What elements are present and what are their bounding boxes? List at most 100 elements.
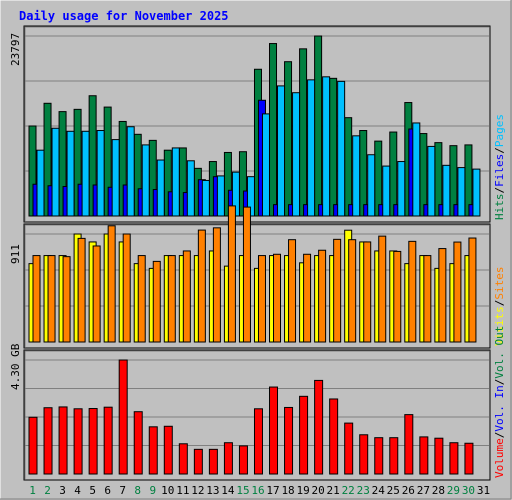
bar-volume-day-21 [329,398,339,475]
x-tick-label-day-2: 2 [44,484,51,497]
max-value-label-hits: 23797 [9,33,22,66]
bar-sites-day-18 [288,239,297,343]
bar-volume-day-2 [43,407,53,475]
x-tick-label-day-23: 23 [357,484,370,497]
bar-volume-day-3 [58,406,68,475]
bar-hits-day-17 [269,43,278,217]
max-value-label-volume: 4.30 GB [9,343,22,390]
legend-entry-visits: Visits [493,306,506,346]
bar-pages-day-29 [457,167,466,217]
bar-pages-day-8 [141,144,150,217]
x-tick-label-day-13: 13 [206,484,219,497]
bar-hits-day-27 [419,133,428,217]
panel-visits: 911 Visits/Sites [9,205,506,349]
legend-separator: / [493,300,506,307]
x-tick-label-day-30: 30 [462,484,475,497]
bar-volume-day-15 [238,445,248,475]
x-tick-label-day-16: 16 [251,484,264,497]
legend-volume: Volume/Vol. In/Vol. Out [493,326,506,478]
bar-pages-day-3 [66,130,75,217]
bar-pages-day-5 [96,130,105,217]
legend-separator: / [493,147,506,154]
x-tick-label-day-31: 31 [477,484,490,497]
bar-volume-day-17 [269,386,279,475]
bar-pages-day-13 [216,175,225,217]
legend-hits: Hits/Files/Pages [493,114,506,220]
bar-pages-day-27 [427,145,436,217]
bar-sites-day-15 [242,206,251,343]
bar-sites-day-29 [453,241,462,343]
bar-volume-day-12 [193,448,203,475]
legend-entry-files: Files [493,154,506,187]
bar-pages-day-21 [337,80,346,217]
chart-title: Daily usage for November 2025 [19,9,229,23]
bar-pages-day-24 [382,165,391,217]
bar-sites-day-5 [92,245,101,343]
bar-hits-day-25 [389,131,398,217]
bar-sites-day-4 [77,237,86,343]
bar-pages-day-19 [307,79,316,217]
x-tick-label-day-24: 24 [372,484,386,497]
bar-pages-day-28 [442,164,451,217]
bar-sites-day-8 [137,255,146,343]
x-tick-label-day-5: 5 [89,484,96,497]
bar-volume-day-6 [103,406,113,475]
legend-entry-hits: Hits [493,194,506,221]
bar-pages-day-4 [81,130,90,217]
x-tick-label-day-9: 9 [149,484,156,497]
x-tick-label-day-26: 26 [402,484,415,497]
legend-visits: Visits/Sites [493,267,506,347]
max-value-label-visits: 911 [9,244,22,264]
bar-sites-day-19 [303,253,312,343]
x-tick-label-day-14: 14 [221,484,235,497]
bar-volume-day-26 [404,414,414,475]
x-tick-label-day-22: 22 [342,484,355,497]
bar-sites-day-7 [122,233,131,343]
legend-entry-pages: Pages [493,114,506,147]
legend-entry-vol-in: Vol. In [493,385,506,431]
bar-sites-day-14 [227,205,236,343]
bar-sites-day-28 [438,248,447,343]
bar-sites-day-30 [468,237,477,343]
bar-sites-day-9 [152,260,161,343]
bar-sites-day-25 [393,250,402,343]
bar-volume-day-4 [73,408,83,475]
bar-volume-day-30 [464,442,474,475]
bar-volume-day-9 [148,426,158,475]
bar-sites-day-21 [333,238,342,343]
bar-volume-day-14 [223,442,233,475]
x-tick-label-day-3: 3 [59,484,66,497]
bar-sites-day-2 [47,255,56,343]
bar-sites-day-16 [257,255,266,343]
legend-entry-volume: Volume [493,438,506,478]
legend-entry-sites: Sites [493,267,506,300]
bar-pages-day-16 [261,113,270,217]
bar-pages-day-1 [36,149,45,217]
bar-pages-day-9 [156,159,165,217]
x-tick-label-day-20: 20 [312,484,325,497]
bar-sites-day-11 [182,250,191,343]
bar-volume-day-11 [178,443,188,475]
x-tick-label-day-4: 4 [74,484,81,497]
bar-sites-day-12 [197,229,206,343]
bar-sites-day-17 [273,253,282,343]
bar-volume-day-25 [389,437,399,475]
bar-pages-day-22 [352,135,361,217]
x-tick-label-day-7: 7 [119,484,126,497]
bar-hits-day-18 [284,61,293,217]
bar-sites-day-1 [32,255,41,343]
bar-volume-day-5 [88,408,98,475]
bar-hits-day-20 [314,35,323,217]
bar-volume-day-29 [449,442,459,475]
bar-sites-day-24 [378,235,387,343]
legend-separator: / [493,379,506,386]
bar-pages-day-10 [171,147,180,217]
x-tick-label-day-12: 12 [191,484,204,497]
bar-pages-day-11 [186,160,195,217]
x-tick-label-day-18: 18 [281,484,294,497]
bar-sites-day-27 [423,255,432,343]
bar-pages-day-17 [277,85,286,217]
bar-pages-day-18 [292,92,301,217]
x-tick-label-day-27: 27 [417,484,430,497]
